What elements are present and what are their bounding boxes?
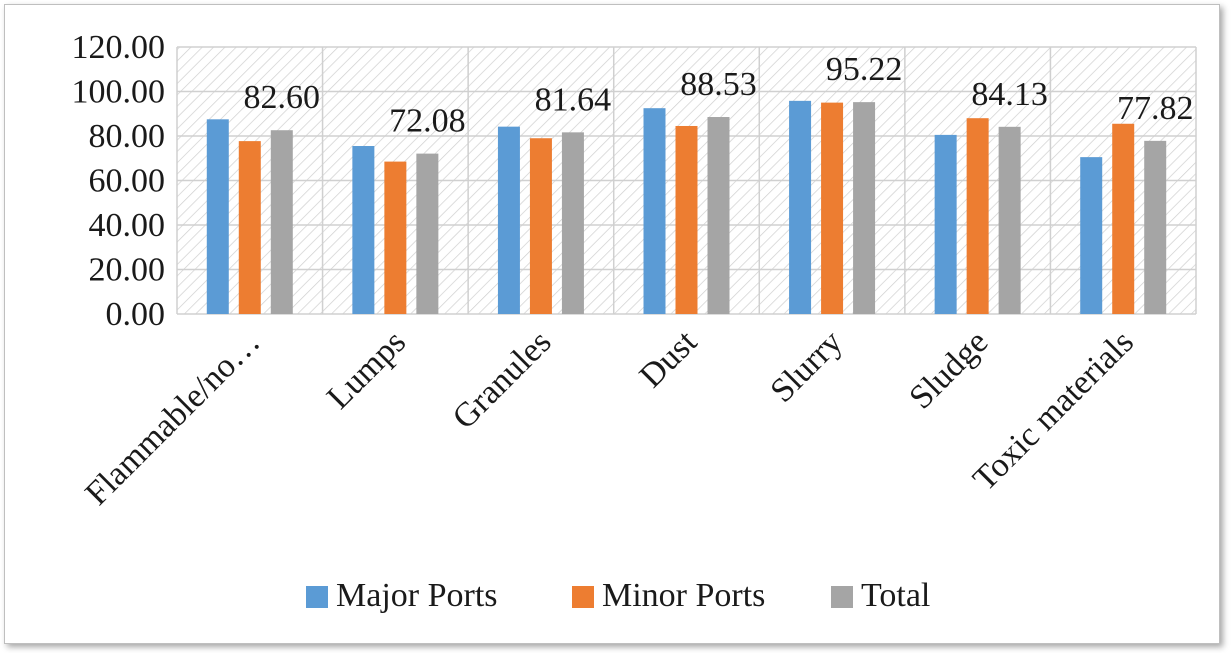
data-labels: 82.60 72.08 81.64 88.53 95.22 84.13 77.82 — [244, 51, 1194, 139]
y-tick-label: 60.00 — [89, 163, 166, 200]
bar-major-ports — [1080, 157, 1103, 314]
legend-swatch — [831, 586, 853, 608]
bar-minor-ports — [821, 102, 844, 314]
bar-total — [707, 117, 730, 314]
data-label: 72.08 — [389, 103, 466, 140]
legend-label: Total — [861, 577, 930, 614]
legend-swatch — [306, 586, 328, 608]
legend-label: Major Ports — [336, 577, 498, 614]
category-label: Dust — [633, 323, 705, 395]
y-tick-label: 120.00 — [72, 29, 166, 66]
category-label: Flammable/no… — [78, 323, 267, 512]
legend-swatch — [572, 586, 594, 608]
bar-total — [853, 102, 876, 314]
data-label: 77.82 — [1117, 90, 1194, 127]
bar-major-ports — [497, 126, 520, 314]
y-tick-label: 80.00 — [89, 118, 166, 155]
data-label: 95.22 — [826, 51, 903, 88]
legend: Major Ports Minor Ports Total — [306, 577, 930, 614]
bar-total — [561, 132, 584, 314]
bar-minor-ports — [966, 118, 989, 314]
bar-minor-ports — [529, 138, 552, 314]
category-label: Lumps — [320, 323, 413, 416]
data-label: 84.13 — [971, 76, 1048, 113]
y-tick-label: 20.00 — [89, 252, 166, 289]
y-tick-label: 0.00 — [106, 296, 166, 333]
bar-minor-ports — [1112, 123, 1135, 314]
bar-major-ports — [206, 119, 229, 314]
y-axis-ticks: 0.00 20.00 40.00 60.00 80.00 100.00 120.00 — [72, 29, 166, 333]
bar-total — [270, 130, 293, 314]
category-label: Sludge — [902, 323, 995, 416]
bar-major-ports — [789, 100, 812, 314]
category-labels: Flammable/no… Lumps Granules Dust Slurry Slud… — [78, 323, 1141, 512]
y-tick-label: 100.00 — [72, 74, 166, 111]
bar-major-ports — [352, 146, 375, 314]
bar-major-ports — [643, 108, 666, 314]
data-label: 81.64 — [535, 81, 612, 118]
y-tick-label: 40.00 — [89, 207, 166, 244]
bars — [206, 100, 1167, 314]
data-label: 82.60 — [244, 79, 321, 116]
bar-total — [998, 126, 1021, 314]
bar-minor-ports — [675, 125, 698, 314]
bar-total — [416, 153, 439, 314]
bar-total — [1144, 140, 1167, 314]
bar-major-ports — [934, 134, 957, 314]
bar-minor-ports — [384, 161, 407, 314]
category-label: Slurry — [763, 323, 849, 409]
category-label: Granules — [446, 323, 559, 436]
data-label: 88.53 — [680, 66, 757, 103]
legend-label: Minor Ports — [602, 577, 765, 614]
bar-minor-ports — [238, 141, 261, 314]
